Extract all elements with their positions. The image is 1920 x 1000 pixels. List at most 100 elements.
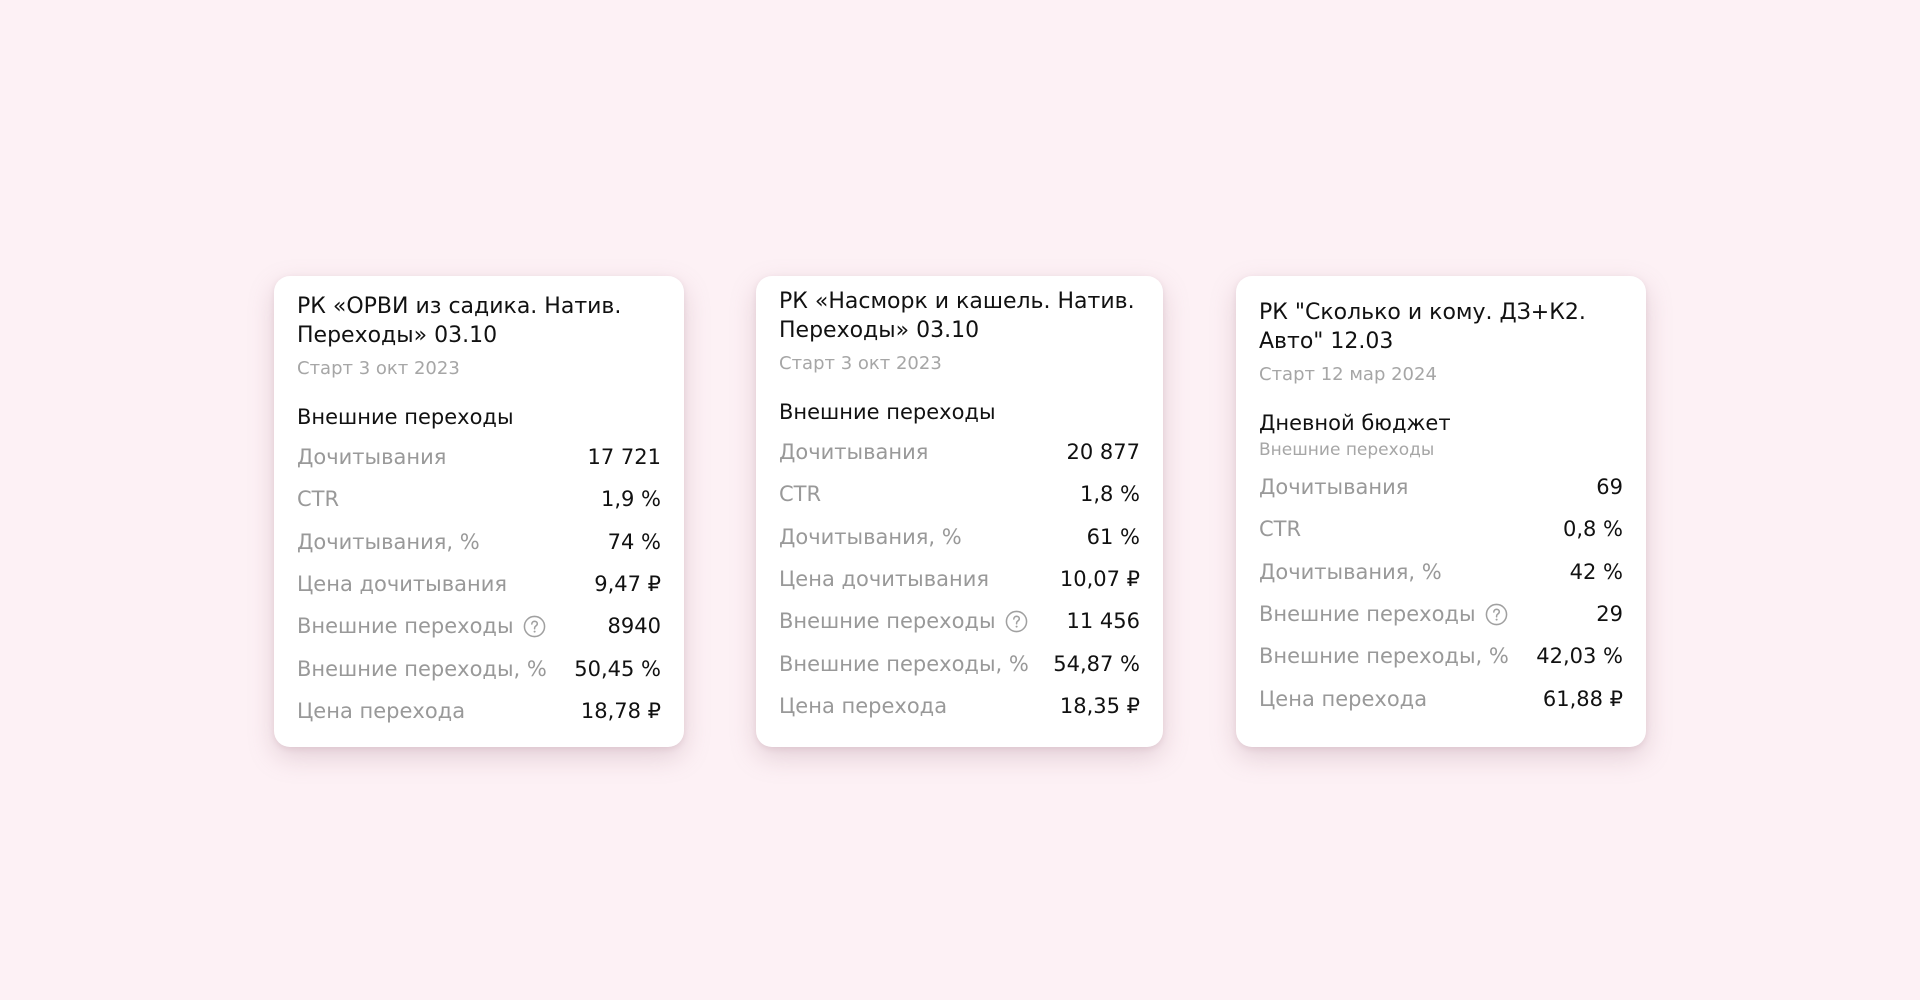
metric-row: Цена перехода 18,78 ₽ (297, 690, 661, 732)
metric-label-text: Дочитывания, % (297, 529, 480, 554)
metric-value: 10,07 ₽ (1059, 567, 1140, 592)
metric-label-text: Дочитывания, % (779, 524, 962, 549)
metric-row: Дочитывания 17 721 (297, 436, 661, 478)
metric-value: 54,87 % (1053, 651, 1140, 676)
section-title: Внешние переходы (779, 400, 996, 424)
metric-label: Внешние переходы (297, 614, 546, 638)
campaign-title[interactable]: РК «ОРВИ из садика. Натив. Переходы» 03.… (297, 294, 622, 348)
metric-value: 20 877 (1066, 440, 1140, 465)
metric-label: Дочитывания, % (779, 525, 962, 549)
metric-row: CTR 0,8 % (1259, 508, 1623, 550)
metric-label: Цена перехода (1259, 687, 1427, 711)
metric-value: 18,78 ₽ (580, 698, 661, 723)
metric-row: Цена перехода 18,35 ₽ (779, 685, 1140, 727)
metric-label-text: Внешние переходы (1259, 602, 1476, 627)
metric-label-text: Внешние переходы (779, 609, 996, 634)
metric-label: Внешние переходы, % (1259, 644, 1509, 668)
metric-value: 42,03 % (1536, 644, 1623, 669)
metric-label-text: CTR (1259, 517, 1302, 542)
metric-label-text: Внешние переходы, % (297, 656, 547, 681)
metric-label: Внешние переходы (779, 609, 1028, 633)
metric-value: 11 456 (1066, 609, 1140, 634)
metric-label: Дочитывания, % (297, 530, 480, 554)
metric-label: Дочитывания, % (1259, 560, 1442, 584)
metric-label-text: Дочитывания (1259, 475, 1409, 500)
metric-value: 9,47 ₽ (594, 572, 661, 597)
metric-row: Дочитывания, % 61 % (779, 516, 1140, 558)
metric-row: Цена дочитывания 9,47 ₽ (297, 563, 661, 605)
card-2: РК "Сколько и кому. ДЗ+К2. Авто" 12.03 С… (1236, 276, 1646, 747)
metric-value: 8940 (607, 614, 661, 639)
metric-value: 69 (1596, 475, 1623, 500)
metric-row: Дочитывания, % 42 % (1259, 551, 1623, 593)
metric-label: Внешние переходы, % (297, 657, 547, 681)
metric-label: Дочитывания (1259, 475, 1408, 499)
question-circle-icon[interactable] (1485, 603, 1508, 626)
metric-row: Дочитывания, % 74 % (297, 521, 661, 563)
question-circle-icon[interactable] (523, 615, 546, 638)
metric-row: Цена дочитывания 10,07 ₽ (779, 558, 1140, 600)
metric-row: Дочитывания 20 877 (779, 431, 1140, 473)
metric-value: 61,88 ₽ (1542, 686, 1623, 711)
metric-label-text: Цена перехода (1259, 686, 1428, 711)
metric-label-text: Дочитывания (297, 445, 447, 470)
campaign-title[interactable]: РК «Насморк и кашель. Натив. Переходы» 0… (779, 289, 1135, 343)
card-1: РК «Насморк и кашель. Натив. Переходы» 0… (756, 276, 1163, 747)
metric-row: Дочитывания 69 (1259, 466, 1623, 508)
metric-label: CTR (1259, 517, 1301, 541)
metric-value: 29 (1596, 602, 1623, 627)
metric-label-text: Дочитывания (779, 440, 929, 465)
metric-row: CTR 1,8 % (779, 473, 1140, 515)
metric-value: 50,45 % (574, 656, 661, 681)
metrics-list: Дочитывания 17 721 CTR 1,9 % Дочитывания… (297, 436, 661, 732)
card-0: РК «ОРВИ из садика. Натив. Переходы» 03.… (274, 276, 684, 747)
metric-row: Внешние переходы, % 50,45 % (297, 647, 661, 689)
question-circle-icon[interactable] (1005, 610, 1028, 633)
campaign-title[interactable]: РК "Сколько и кому. ДЗ+К2. Авто" 12.03 (1259, 300, 1586, 354)
metric-row: Внешние переходы 11 456 (779, 600, 1140, 642)
metric-label: Дочитывания (297, 445, 446, 469)
metric-label-text: Дочитывания, % (1259, 559, 1442, 584)
metric-label: Внешние переходы (1259, 602, 1508, 626)
metric-label-text: Внешние переходы, % (779, 651, 1029, 676)
metric-value: 17 721 (587, 445, 661, 470)
metric-value: 61 % (1086, 524, 1140, 549)
campaign-start-date: Старт 12 мар 2024 (1259, 364, 1437, 385)
metric-label: Дочитывания (779, 440, 928, 464)
metrics-list: Дочитывания 20 877 CTR 1,8 % Дочитывания… (779, 431, 1140, 727)
section-title: Дневной бюджет (1259, 411, 1451, 435)
metric-row: Внешние переходы, % 42,03 % (1259, 635, 1623, 677)
metric-label: Внешние переходы, % (779, 652, 1029, 676)
metric-value: 18,35 ₽ (1059, 693, 1140, 718)
metric-row: Внешние переходы 8940 (297, 605, 661, 647)
section-subtitle: Внешние переходы (1259, 440, 1435, 460)
metric-row: Цена перехода 61,88 ₽ (1259, 677, 1623, 719)
metric-label: Цена дочитывания (297, 572, 507, 596)
metric-label-text: CTR (779, 482, 822, 507)
metric-row: Внешние переходы 29 (1259, 593, 1623, 635)
metric-label: Цена перехода (297, 699, 465, 723)
metric-value: 1,8 % (1079, 482, 1140, 507)
metric-label-text: Внешние переходы (297, 614, 514, 639)
card-inner: РК «ОРВИ из садика. Натив. Переходы» 03.… (297, 276, 661, 732)
metric-value: 74 % (607, 529, 661, 554)
metric-value: 0,8 % (1562, 517, 1623, 542)
metric-label-text: CTR (297, 487, 340, 512)
metric-label-text: Цена дочитывания (779, 567, 989, 592)
metric-label: CTR (779, 482, 821, 506)
card-inner: РК «Насморк и кашель. Натив. Переходы» 0… (779, 276, 1140, 727)
metric-label-text: Внешние переходы, % (1259, 644, 1509, 669)
metric-value: 42 % (1569, 559, 1623, 584)
metric-label-text: Цена дочитывания (297, 572, 507, 597)
metric-row: Внешние переходы, % 54,87 % (779, 642, 1140, 684)
metric-label: Цена дочитывания (779, 567, 989, 591)
metric-value: 1,9 % (600, 487, 661, 512)
campaign-start-date: Старт 3 окт 2023 (779, 353, 942, 374)
metric-label-text: Цена перехода (297, 698, 466, 723)
metric-label: CTR (297, 487, 339, 511)
metric-row: CTR 1,9 % (297, 478, 661, 520)
metrics-list: Дочитывания 69 CTR 0,8 % Дочитывания, % … (1259, 466, 1623, 720)
section-title: Внешние переходы (297, 405, 514, 429)
metric-label: Цена перехода (779, 694, 947, 718)
campaign-start-date: Старт 3 окт 2023 (297, 358, 460, 379)
